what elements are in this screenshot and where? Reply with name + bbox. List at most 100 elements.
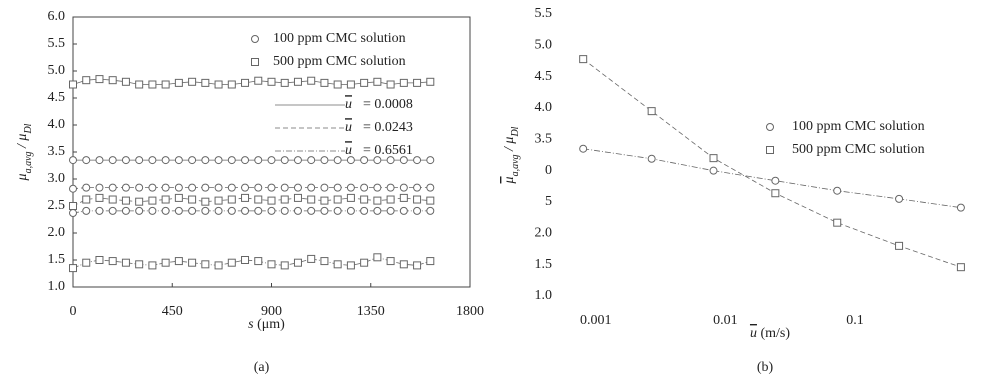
marker-square	[333, 195, 342, 204]
marker-circle	[227, 183, 236, 192]
marker-square	[360, 195, 369, 204]
legend-label: 500 ppm CMC solution	[792, 142, 925, 157]
y-tick-label: 1.5	[535, 257, 553, 272]
marker-square	[82, 258, 91, 267]
y-tick-label: 5.5	[48, 36, 66, 51]
series-line	[72, 78, 431, 85]
marker-square	[320, 257, 329, 266]
marker-square	[307, 76, 316, 85]
marker-square	[95, 75, 104, 84]
legend-label: = 0.6561	[363, 143, 413, 158]
marker-circle	[360, 156, 369, 165]
y-axis-label-part: μ	[15, 173, 30, 181]
marker-square	[251, 58, 259, 66]
y-tick-label: 5.0	[48, 63, 66, 78]
y-tick-label: 4.5	[48, 90, 66, 105]
marker-square	[82, 195, 91, 204]
marker-circle	[320, 183, 329, 192]
marker-square	[174, 193, 183, 202]
marker-circle	[293, 206, 302, 215]
marker-square	[280, 261, 289, 270]
marker-circle	[135, 156, 144, 165]
marker-square	[320, 78, 329, 87]
marker-circle	[360, 206, 369, 215]
marker-circle	[174, 183, 183, 192]
y-axis-label-part: / μ	[15, 134, 30, 152]
marker-square	[188, 258, 197, 267]
marker-square	[148, 80, 157, 89]
marker-square	[426, 257, 435, 266]
marker-circle	[254, 206, 263, 215]
y-tick-label: 1.0	[535, 288, 553, 303]
marker-circle	[426, 183, 435, 192]
marker-square	[833, 218, 842, 227]
legend-symbol: u	[345, 97, 352, 112]
y-tick-label: 2.0	[535, 226, 553, 241]
marker-circle	[95, 183, 104, 192]
marker-circle	[647, 154, 656, 163]
y-tick-label: 1.5	[48, 252, 66, 267]
marker-circle	[214, 156, 223, 165]
marker-circle	[82, 183, 91, 192]
marker-circle	[399, 156, 408, 165]
marker-square	[399, 78, 408, 87]
marker-square	[579, 55, 588, 64]
marker-square	[108, 76, 117, 85]
marker-square	[399, 260, 408, 269]
marker-circle	[108, 183, 117, 192]
marker-square	[201, 197, 210, 206]
marker-square	[214, 80, 223, 89]
marker-circle	[307, 183, 316, 192]
marker-square	[280, 78, 289, 87]
marker-square	[108, 195, 117, 204]
series-line	[72, 187, 431, 190]
marker-square	[399, 193, 408, 202]
marker-circle	[333, 156, 342, 165]
legend-label: = 0.0243	[363, 120, 413, 135]
marker-square	[188, 77, 197, 86]
marker-square	[241, 78, 250, 87]
legend-label: = 0.0008	[363, 97, 413, 112]
marker-square	[82, 76, 91, 85]
marker-square	[307, 195, 316, 204]
marker-square	[108, 257, 117, 266]
marker-square	[121, 77, 130, 86]
marker-circle	[161, 156, 170, 165]
series-line	[72, 210, 431, 214]
x-tick-label: 1350	[357, 304, 385, 319]
marker-circle	[426, 206, 435, 215]
marker-circle	[280, 156, 289, 165]
marker-square	[135, 197, 144, 206]
marker-square	[386, 195, 395, 204]
marker-square	[895, 241, 904, 250]
x-axis-label: u (m/s)	[750, 326, 790, 341]
y-tick-label: 3.5	[535, 132, 553, 147]
marker-square	[69, 202, 77, 210]
series-line	[72, 256, 431, 269]
marker-circle	[135, 183, 144, 192]
marker-square	[161, 80, 170, 89]
legend-label: 100 ppm CMC solution	[273, 31, 406, 46]
y-axis-label-part: / μ	[502, 137, 517, 155]
marker-square	[227, 195, 236, 204]
caption: (b)	[757, 360, 774, 375]
y-axis-label-part: μ	[502, 176, 517, 184]
marker-square	[360, 258, 369, 267]
x-axis-label: s (μm)	[248, 317, 285, 332]
marker-square	[346, 193, 355, 202]
marker-circle	[399, 206, 408, 215]
y-tick-label: 4.0	[535, 100, 553, 115]
marker-circle	[174, 156, 183, 165]
marker-square	[307, 254, 316, 263]
marker-square	[201, 78, 210, 87]
marker-square	[293, 77, 302, 86]
marker-circle	[293, 183, 302, 192]
marker-circle	[320, 206, 329, 215]
marker-square	[241, 193, 250, 202]
marker-square	[293, 258, 302, 267]
y-tick-label: 5	[545, 194, 552, 209]
marker-square	[135, 260, 144, 269]
marker-square	[254, 76, 263, 85]
marker-circle	[307, 156, 316, 165]
